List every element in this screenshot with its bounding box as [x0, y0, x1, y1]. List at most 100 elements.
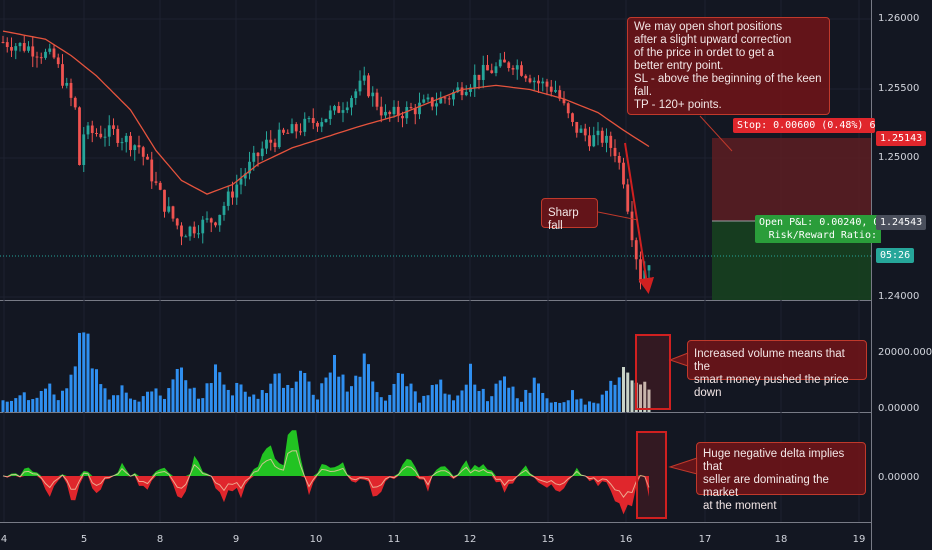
sharp-fall-annotation[interactable]: Sharp fall [541, 198, 598, 232]
volume-bar [214, 364, 217, 412]
candle-body [447, 98, 451, 100]
candle-body [311, 118, 315, 123]
candle-body [303, 118, 307, 132]
volume-bar [579, 398, 583, 412]
delta-highlight-box [636, 431, 667, 519]
volume-bar [469, 363, 472, 412]
candle-body [354, 91, 358, 99]
candle-body [205, 218, 209, 220]
candle-body [345, 107, 349, 111]
volume-bar [422, 395, 426, 412]
volume-bar [218, 372, 222, 412]
candle-body [405, 107, 409, 119]
candle-body [613, 147, 617, 156]
volume-bar [384, 400, 387, 412]
volume-bar [554, 401, 557, 412]
time-axis-label: 19 [853, 534, 866, 545]
delta-annotation[interactable]: Huge negative delta implies that seller … [696, 442, 866, 512]
volume-bar [141, 396, 145, 412]
volume-bar [562, 402, 566, 412]
candle-body [171, 206, 175, 219]
volume-bar [303, 372, 307, 412]
volume-bar [112, 395, 115, 412]
volume-bar [226, 389, 230, 412]
candle-body [341, 110, 345, 113]
candle-body [554, 90, 557, 92]
volume-bar [418, 402, 421, 412]
candle-body [626, 184, 630, 212]
volume-bar [592, 402, 596, 412]
candle-body [460, 87, 464, 96]
candle-body [294, 124, 298, 132]
moving-average-line [2, 30, 650, 195]
volume-bar [124, 392, 128, 412]
candle-body [27, 46, 30, 51]
volume-annotation[interactable]: Increased volume means that the smart mo… [687, 340, 867, 399]
candle-body [537, 80, 540, 84]
volume-bar [358, 376, 362, 412]
delta-negative-area [3, 476, 649, 515]
candle-body [239, 178, 243, 185]
candle-body [622, 162, 625, 185]
volume-bar [107, 399, 111, 412]
volume-bar [10, 400, 13, 412]
volume-bar [167, 388, 171, 412]
volume-bar [367, 364, 370, 412]
candle-body [5, 42, 9, 48]
stop-price-tag: 1.25143 [876, 131, 927, 146]
candle-body [520, 65, 523, 76]
volume-bar [426, 395, 430, 412]
candle-body [418, 102, 421, 115]
volume-bar [524, 389, 528, 412]
volume-bar [273, 373, 277, 412]
volume-bar [605, 390, 608, 412]
candle-body [286, 132, 290, 134]
setup-annotation[interactable]: We may open short positions after a slig… [627, 17, 830, 115]
volume-bar [39, 390, 43, 412]
volume-bar [413, 391, 417, 412]
volume-bar [5, 401, 9, 412]
volume-bar [290, 388, 294, 412]
candle-body [307, 118, 311, 120]
volume-bar [600, 394, 604, 412]
candle-body [150, 159, 154, 182]
volume-bar [277, 373, 281, 412]
candle-body [511, 68, 515, 70]
candle-body [214, 222, 217, 226]
candle-body [146, 156, 149, 160]
time-axis-label: 18 [775, 534, 788, 545]
candle-body [260, 148, 264, 157]
volume-bar [328, 372, 332, 412]
volume-bar [435, 384, 438, 412]
volume-bar [596, 403, 600, 412]
candle-body [464, 91, 468, 96]
price-axis-label: 1.25000 [878, 152, 919, 163]
candle-body [524, 75, 528, 79]
volume-bar [222, 384, 226, 412]
candle-body [52, 48, 56, 58]
candle-body [218, 214, 222, 226]
candle-body [596, 130, 600, 136]
candle-body [324, 118, 328, 123]
volume-bar [388, 394, 392, 412]
candle-body [643, 270, 647, 283]
volume-bar [515, 398, 519, 412]
volume-bar [537, 383, 540, 412]
candle-body [639, 259, 642, 283]
candle-body [350, 98, 353, 108]
volume-bar [324, 377, 328, 412]
volume-bar [490, 396, 494, 412]
volume-bar [158, 395, 162, 412]
volume-bar [396, 373, 400, 412]
candle-body [222, 205, 226, 215]
volume-bar [61, 390, 64, 412]
volume-bar [99, 384, 103, 412]
countdown-tag: 05:26 [876, 248, 915, 263]
volume-bar [409, 383, 413, 412]
candle-body [384, 111, 387, 116]
candle-body [129, 135, 132, 151]
candle-body [583, 128, 587, 136]
delta-signal-line [2, 450, 650, 498]
candle-body [439, 97, 443, 104]
